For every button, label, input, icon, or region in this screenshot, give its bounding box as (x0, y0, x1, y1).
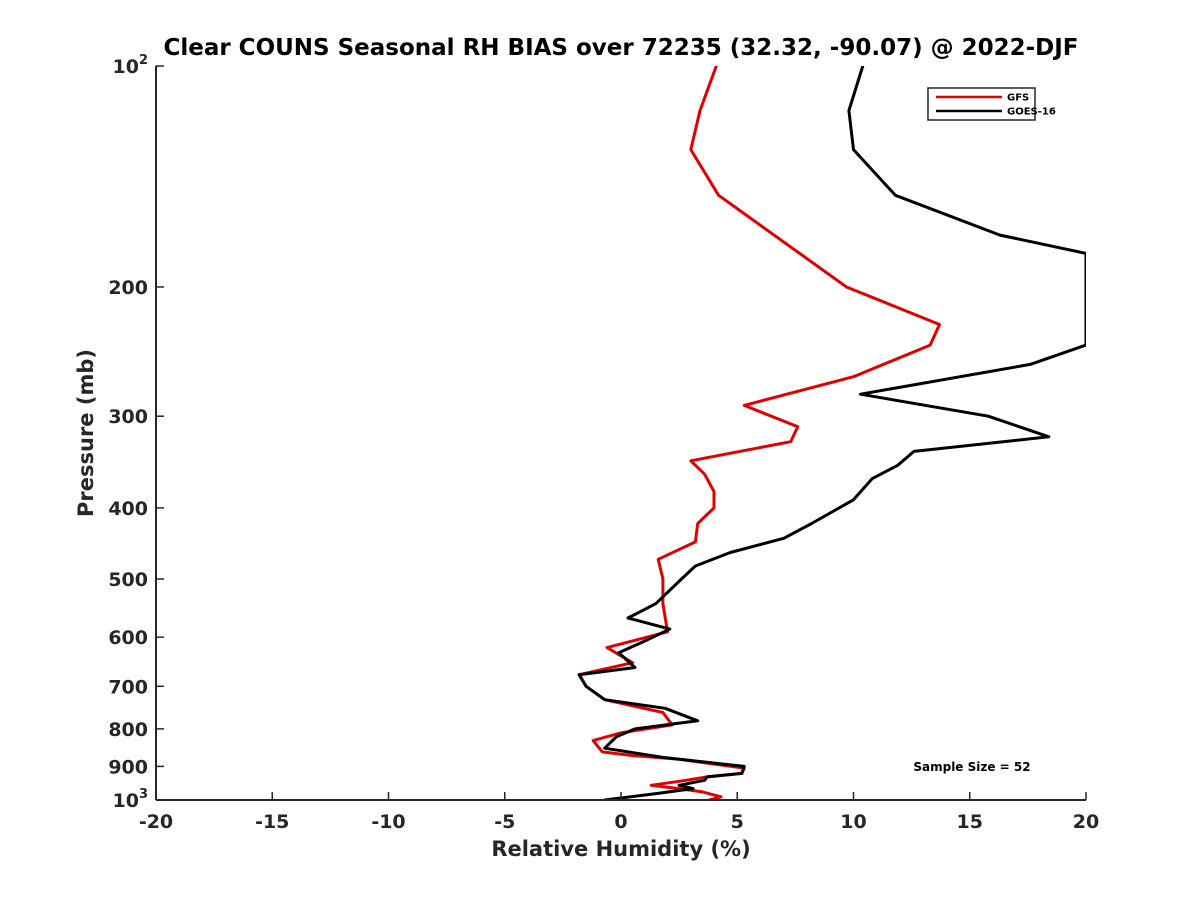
series-layer (577, 66, 1086, 800)
series-line-goes-16 (577, 66, 1086, 800)
y-tick-label: 600 (108, 627, 148, 649)
x-tick-label: -5 (494, 811, 515, 833)
y-tick-label: 800 (108, 719, 148, 741)
y-tick-label: 500 (108, 569, 148, 591)
x-tick-label: 10 (840, 811, 866, 833)
x-tick-label: -15 (255, 811, 289, 833)
legend: GFS GOES-16 (927, 87, 1056, 121)
chart-title: Clear COUNS Seasonal RH BIAS over 72235 … (163, 35, 1078, 61)
y-tick-label: 103 (113, 787, 149, 812)
y-tick-label: 700 (108, 676, 148, 698)
sample-size-annotation: Sample Size = 52 (913, 760, 1030, 774)
x-tick-label: -10 (371, 811, 405, 833)
y-axis-label: Pressure (mb) (74, 349, 98, 517)
x-tick-label: -20 (139, 811, 173, 833)
x-tick-label: 15 (957, 811, 983, 833)
series-line-gfs (577, 66, 941, 800)
y-tick-label: 400 (108, 498, 148, 520)
y-tick-label: 900 (108, 756, 148, 778)
x-axis-label: Relative Humidity (%) (491, 837, 750, 861)
x-tick-label: 5 (731, 811, 744, 833)
y-tick-layer: 102 200 300 400 500 600 700 800 900 103 (108, 53, 164, 812)
legend-label-gfs: GFS (1007, 93, 1029, 104)
x-tick-label: 0 (614, 811, 627, 833)
y-tick-label: 102 (113, 53, 149, 78)
y-tick-label: 200 (108, 277, 148, 299)
x-tick-label: 20 (1073, 811, 1099, 833)
legend-label-goes-16: GOES-16 (1007, 107, 1056, 118)
axes-layer (155, 66, 1086, 801)
legend-box (927, 87, 1036, 121)
y-tick-label: 300 (108, 406, 148, 428)
x-tick-layer: -20 -15 -10 -5 0 5 10 15 20 (139, 792, 1099, 833)
